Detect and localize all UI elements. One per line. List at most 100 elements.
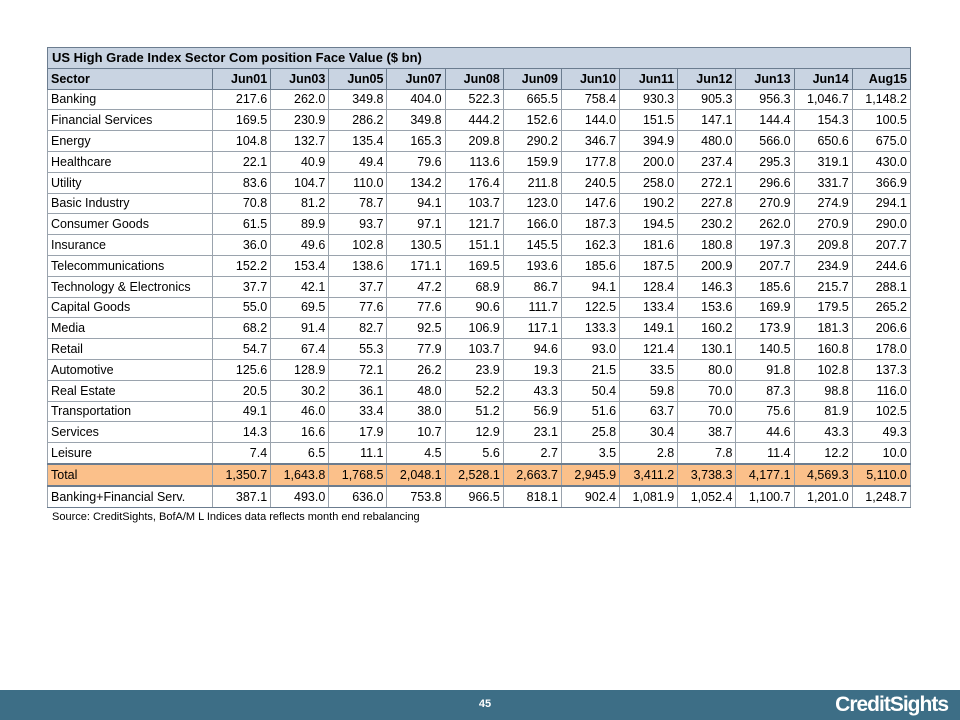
table-cell: 10.7 xyxy=(386,421,446,444)
table-cell: 178.0 xyxy=(851,338,912,360)
row-label: Banking xyxy=(47,88,213,111)
table-cell: 138.6 xyxy=(328,254,388,277)
table-cell: 144.0 xyxy=(560,109,621,132)
brand-logo: CreditSights xyxy=(835,693,949,716)
table-row: Consumer Goods 61.5 89.9 93.7 97.1 121.7 166.0… xyxy=(47,213,912,236)
table-cell: 404.0 xyxy=(386,88,446,111)
table-cell: 159.9 xyxy=(502,150,562,173)
table-row: Leisure 7.4 6.5 11.1 4.5 5.6 2.7 3.5 2.8 7.8 11.4 1… xyxy=(47,442,912,465)
table-title: US High Grade Index Sector Com position … xyxy=(47,47,911,69)
row-label: Automotive xyxy=(47,358,213,381)
row-label: Services xyxy=(47,421,213,444)
table-cell: 91.8 xyxy=(735,358,795,381)
table-cell: 566.0 xyxy=(735,130,795,152)
table-cell: 72.1 xyxy=(328,358,388,381)
table-row: Healthcare 22.1 40.9 49.4 79.6 113.6 159.9 177.… xyxy=(47,150,912,173)
table-cell: 83.6 xyxy=(211,171,272,194)
table-cell: 147.1 xyxy=(677,109,737,132)
table-cell: 104.8 xyxy=(211,130,272,152)
table-cell: 480.0 xyxy=(677,130,737,152)
table-cell: 97.1 xyxy=(386,213,446,236)
table-cell: 146.3 xyxy=(677,275,737,298)
table-cell: 902.4 xyxy=(560,485,621,508)
table-cell: 180.8 xyxy=(677,234,737,256)
table-row: Banking 217.6 262.0 349.8 404.0 522.3 665.5 758… xyxy=(47,88,912,111)
table-cell: 68.2 xyxy=(211,317,272,340)
table-cell: 23.9 xyxy=(444,358,504,381)
table-cell: 211.8 xyxy=(502,171,562,194)
table-cell: 22.1 xyxy=(211,150,272,173)
table-cell: 46.0 xyxy=(270,400,330,423)
table-cell: 82.7 xyxy=(328,317,388,340)
table-cell: 286.2 xyxy=(328,109,388,132)
table-cell: 758.4 xyxy=(560,88,621,111)
table-cell: 77.6 xyxy=(386,296,446,319)
table-row: Basic Industry 70.8 81.2 78.7 94.1 103.7 123.0… xyxy=(47,192,912,215)
table-cell: 349.8 xyxy=(328,88,388,111)
table-cell: 52.2 xyxy=(444,379,504,402)
table-cell: 50.4 xyxy=(560,379,621,402)
table-cell: 1,081.9 xyxy=(619,485,679,508)
row-label: Transportation xyxy=(47,400,213,423)
column-header: Jun07 xyxy=(386,67,446,90)
table-cell: 55.0 xyxy=(211,296,272,319)
table-cell: 7.8 xyxy=(677,442,737,465)
table-cell: 26.2 xyxy=(386,358,446,381)
table-cell: 151.5 xyxy=(619,109,679,132)
table-cell: 19.3 xyxy=(502,358,562,381)
table-cell: 230.2 xyxy=(677,213,737,236)
table-cell: 103.7 xyxy=(444,338,504,360)
row-label: Consumer Goods xyxy=(47,213,213,236)
table-cell: 103.7 xyxy=(444,192,504,215)
table-cell: 3,738.3 xyxy=(677,462,737,487)
table-cell: 14.3 xyxy=(211,421,272,444)
table-cell: 185.6 xyxy=(560,254,621,277)
table-cell: 75.6 xyxy=(735,400,795,423)
table-cell: 636.0 xyxy=(328,485,388,508)
table-cell: 25.8 xyxy=(560,421,621,444)
table-row: Services 14.3 16.6 17.9 10.7 12.9 23.1 25.8 30.4… xyxy=(47,421,912,444)
table-cell: 1,100.7 xyxy=(735,485,795,508)
table-body: US High Grade Index Sector Com position … xyxy=(47,47,912,508)
sector-composition-table-container: US High Grade Index Sector Com position … xyxy=(47,47,912,508)
table-cell: 930.3 xyxy=(619,88,679,111)
table-cell: 162.3 xyxy=(560,234,621,256)
table-cell: 209.8 xyxy=(444,130,504,152)
row-label: Basic Industry xyxy=(47,192,213,215)
table-cell: 234.9 xyxy=(793,254,853,277)
table-cell: 169.5 xyxy=(444,254,504,277)
table-cell: 444.2 xyxy=(444,109,504,132)
table-cell: 44.6 xyxy=(735,421,795,444)
table-cell: 187.3 xyxy=(560,213,621,236)
table-cell: 209.8 xyxy=(793,234,853,256)
row-label: Retail xyxy=(47,338,213,360)
table-cell: 2,945.9 xyxy=(560,462,621,487)
table-cell: 77.6 xyxy=(328,296,388,319)
table-cell: 237.4 xyxy=(677,150,737,173)
table-cell: 36.0 xyxy=(211,234,272,256)
table-cell: 70.0 xyxy=(677,400,737,423)
table-cell: 1,643.8 xyxy=(270,462,330,487)
table-cell: 30.4 xyxy=(619,421,679,444)
table-cell: 86.7 xyxy=(502,275,562,298)
table-cell: 111.7 xyxy=(502,296,562,319)
table-cell: 36.1 xyxy=(328,379,388,402)
table-cell: 258.0 xyxy=(619,171,679,194)
table-cell: 130.1 xyxy=(677,338,737,360)
table-cell: 181.6 xyxy=(619,234,679,256)
table-row: Insurance 36.0 49.6 102.8 130.5 151.1 145.5 162… xyxy=(47,234,912,256)
table-cell: 54.7 xyxy=(211,338,272,360)
table-cell: 177.8 xyxy=(560,150,621,173)
table-cell: 11.4 xyxy=(735,442,795,465)
table-cell: 1,052.4 xyxy=(677,485,737,508)
table-cell: 197.3 xyxy=(735,234,795,256)
table-cell: 10.0 xyxy=(851,442,912,465)
table-cell: 87.3 xyxy=(735,379,795,402)
table-cell: 207.7 xyxy=(851,234,912,256)
table-cell: 1,046.7 xyxy=(793,88,853,111)
table-cell: 132.7 xyxy=(270,130,330,152)
table-cell: 244.6 xyxy=(851,254,912,277)
table-cell: 387.1 xyxy=(211,485,272,508)
table-cell: 81.9 xyxy=(793,400,853,423)
row-label: Telecommunications xyxy=(47,254,213,277)
